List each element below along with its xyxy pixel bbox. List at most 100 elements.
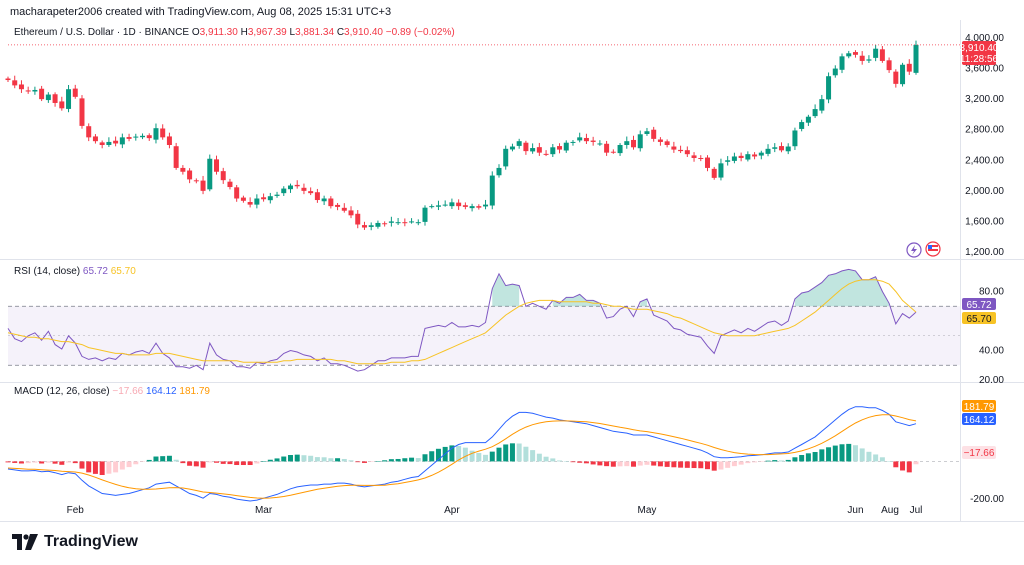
candle-body (18, 84, 24, 90)
macd-histogram-bar (86, 461, 92, 473)
symbol-legend: Ethereum / U.S. Dollar · 1D · BINANCE O3… (14, 27, 455, 38)
candle-body (254, 198, 260, 205)
macd-histogram-bar (79, 461, 85, 469)
macd-histogram-bar (772, 460, 778, 462)
macd-histogram-bar (644, 461, 650, 465)
close-label: C (336, 27, 345, 38)
macd-histogram-bar (368, 461, 374, 462)
candle-body (563, 142, 569, 151)
candle-body (240, 197, 246, 201)
macd-histogram-bar (664, 461, 670, 467)
candle-body (758, 152, 764, 156)
candle-body (200, 180, 206, 191)
high-value: 3,967.39 (247, 27, 287, 38)
rsi-overbought-fill (640, 298, 647, 307)
macd-histogram-bar (281, 456, 287, 462)
macd-histogram-bar (509, 443, 515, 462)
candle-body (738, 155, 744, 158)
macd-histogram-bar (651, 461, 657, 466)
candle-body (146, 135, 152, 139)
low-value: 3,881.34 (295, 27, 335, 38)
candle-body (718, 163, 724, 178)
candle-body (261, 197, 267, 200)
macd-histogram-bar (39, 461, 45, 464)
macd-histogram-bar (314, 457, 320, 462)
candle-body (66, 89, 72, 109)
macd-histogram-bar (180, 461, 186, 464)
macd-histogram-bar (52, 461, 58, 464)
macd-histogram-bar (879, 457, 885, 462)
macd-histogram-bar (476, 452, 482, 462)
candle-body (530, 148, 536, 152)
macd-histogram-bar (66, 461, 72, 463)
candle-body (866, 59, 872, 61)
macd-histogram-bar (859, 448, 865, 462)
macd-histogram-bar (886, 461, 892, 462)
candle-body (456, 202, 462, 207)
candle-body (765, 148, 771, 154)
high-label: H (240, 27, 248, 38)
macd-histogram-bar (516, 443, 522, 462)
macd-histogram-bar (301, 455, 307, 462)
macd-histogram-bar (678, 461, 684, 468)
rsi-ma-line (7, 279, 917, 365)
candle-body (328, 198, 334, 207)
candle-body (698, 157, 704, 159)
macd-histogram-bar (657, 461, 663, 467)
candle-body (590, 140, 596, 142)
macd-histogram-bar (207, 461, 213, 463)
candle-body (375, 222, 381, 227)
candle-body (624, 141, 630, 145)
candle-body (879, 49, 885, 61)
candle-body (900, 64, 906, 85)
candle-body (341, 207, 347, 211)
macd-histogram-bar (321, 457, 327, 462)
candle-body (32, 89, 38, 92)
macd-histogram-bar (469, 450, 475, 462)
macd-histogram-bar (160, 456, 166, 462)
candle-body (86, 126, 92, 138)
candle-body (469, 206, 475, 209)
macd-histogram-bar (731, 461, 737, 467)
candle-body (745, 154, 751, 160)
candle-body (442, 204, 448, 206)
macd-histogram-bar (583, 461, 589, 464)
macd-histogram-bar (415, 458, 421, 462)
candle-body (281, 188, 287, 194)
price-tick-label: 2,000.00 (965, 186, 1004, 197)
candle-body (731, 156, 737, 161)
event-icons[interactable] (906, 241, 941, 258)
macd-histogram-bar (133, 461, 139, 465)
macd-histogram-bar (395, 458, 401, 462)
macd-histogram-bar (18, 461, 24, 464)
rsi-lines (7, 268, 917, 372)
open-label: O (191, 27, 200, 38)
macd-histogram-bar (577, 461, 583, 463)
candle-body (516, 141, 522, 146)
tradingview-logo[interactable]: TradingView (12, 533, 138, 551)
macd-histogram-bar (778, 460, 784, 462)
candle-body (631, 139, 637, 148)
macd-histogram-bar (348, 460, 354, 462)
price-axis-ticks: 4,000.00 3,600.00 3,200.00 2,800.00 2,400.00… (965, 33, 1004, 258)
macd-histogram-bar (435, 448, 441, 462)
macd-histogram-bar (106, 461, 112, 474)
macd-histogram-bar (765, 460, 771, 462)
candle-body (826, 76, 832, 100)
candle-body (852, 52, 858, 55)
macd-histogram-bar (341, 458, 347, 462)
candle-body (153, 128, 159, 140)
tradingview-logo-icon (12, 534, 38, 550)
macd-histogram-bar (308, 455, 314, 462)
candle-body (893, 71, 899, 84)
macd-histogram-bar (72, 461, 78, 464)
candle-body (220, 171, 226, 181)
candle-body (913, 44, 919, 73)
macd-histogram-bar (328, 458, 334, 462)
candle-body (846, 53, 852, 57)
candle-body (725, 160, 731, 162)
candle-body (476, 206, 482, 208)
macd-histogram-bar (563, 461, 569, 462)
close-value: 3,910.40 (344, 27, 383, 38)
